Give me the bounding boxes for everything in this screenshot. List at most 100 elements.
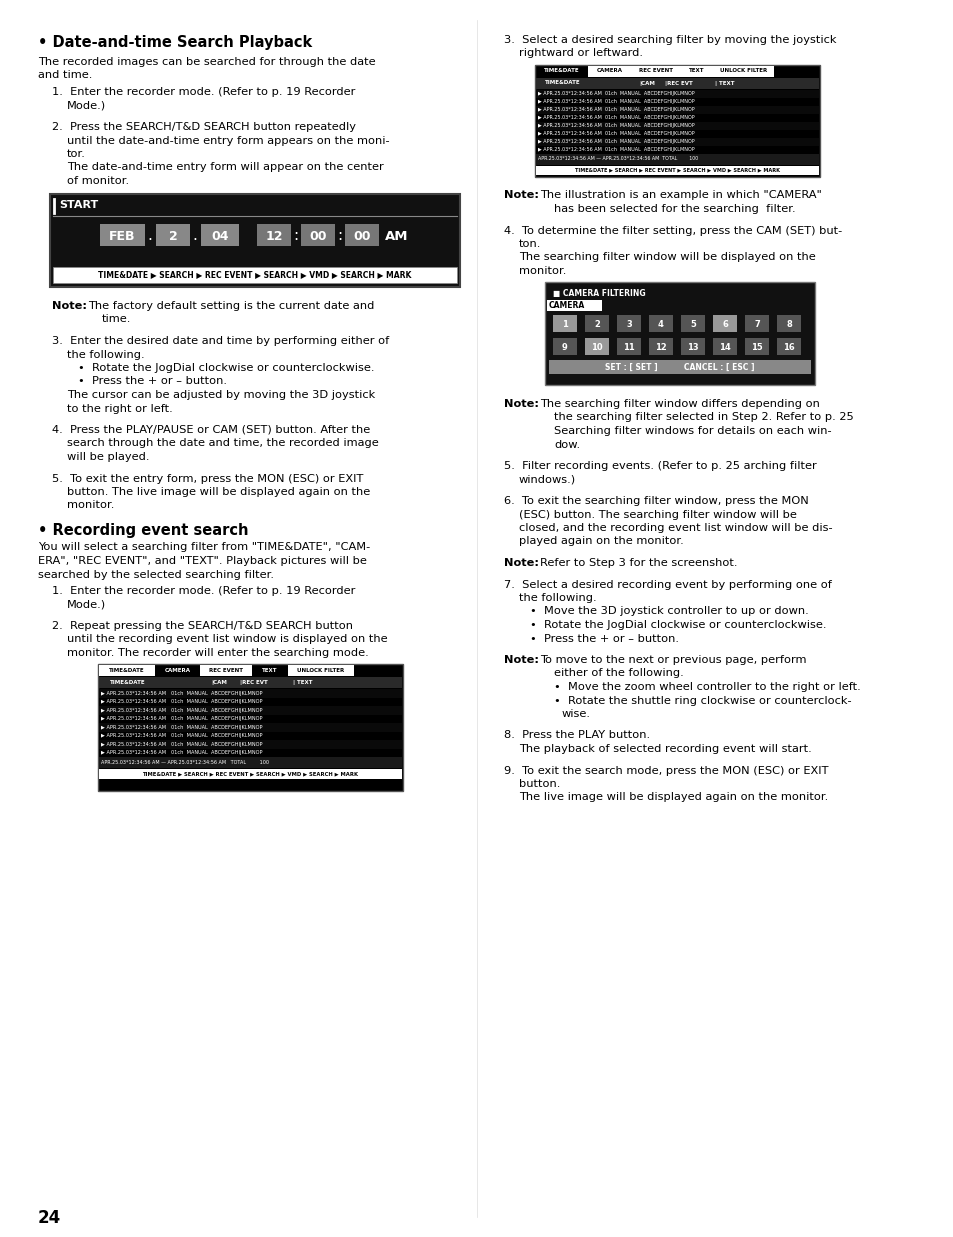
Text: 11: 11 <box>622 343 634 353</box>
Bar <box>712 338 737 355</box>
Text: • Recording event search: • Recording event search <box>38 522 248 538</box>
Text: 04: 04 <box>211 230 229 242</box>
Bar <box>536 98 818 105</box>
Text: Note:: Note: <box>52 301 87 310</box>
Text: Note:: Note: <box>503 656 538 666</box>
Text: tor.: tor. <box>67 148 86 160</box>
Bar <box>776 315 801 332</box>
Bar <box>99 769 401 779</box>
Text: until the date-and-time entry form appears on the moni-: until the date-and-time entry form appea… <box>67 136 389 146</box>
Text: 9.  To exit the search mode, press the MON (ESC) or EXIT: 9. To exit the search mode, press the MO… <box>503 766 827 776</box>
Text: monitor.: monitor. <box>518 266 566 276</box>
Text: APR.25.03*12:34:56 AM — APR.25.03*12:34:56 AM   TOTAL         100: APR.25.03*12:34:56 AM — APR.25.03*12:34:… <box>101 760 269 764</box>
Text: 12: 12 <box>655 343 666 353</box>
Text: has been selected for the searching  filter.: has been selected for the searching filt… <box>554 204 795 214</box>
Text: Searching filter windows for details on each win-: Searching filter windows for details on … <box>554 426 831 435</box>
Text: TIME&DATE: TIME&DATE <box>109 668 145 673</box>
Bar <box>301 224 335 246</box>
Bar <box>99 722 401 731</box>
Bar <box>345 224 378 246</box>
Text: TIME&DATE ▶ SEARCH ▶ REC EVENT ▶ SEARCH ▶ VMD ▶ SEARCH ▶ MARK: TIME&DATE ▶ SEARCH ▶ REC EVENT ▶ SEARCH … <box>575 167 780 172</box>
Text: ▶ APR.25.03*12:34:56 AM   01ch  MANUAL  ABCDEFGHIJKLMNOP: ▶ APR.25.03*12:34:56 AM 01ch MANUAL ABCD… <box>101 690 262 695</box>
Text: •  Rotate the JogDial clockwise or counterclockwise.: • Rotate the JogDial clockwise or counte… <box>78 362 375 374</box>
Text: CAMERA: CAMERA <box>164 668 191 673</box>
Text: FEB: FEB <box>110 230 135 242</box>
Text: START: START <box>59 200 98 210</box>
Text: 1: 1 <box>561 320 567 329</box>
Text: •  Move the zoom wheel controller to the right or left.: • Move the zoom wheel controller to the … <box>554 682 860 691</box>
Text: 6.  To exit the searching filter window, press the MON: 6. To exit the searching filter window, … <box>503 496 808 506</box>
Text: REC EVENT: REC EVENT <box>639 68 672 73</box>
Text: until the recording event list window is displayed on the: until the recording event list window is… <box>67 635 387 644</box>
Text: The factory default setting is the current date and: The factory default setting is the curre… <box>88 301 374 310</box>
Text: •  Press the + or – button.: • Press the + or – button. <box>530 633 679 643</box>
Text: 12: 12 <box>265 230 282 242</box>
Text: 6: 6 <box>721 320 727 329</box>
Bar <box>544 282 814 385</box>
Text: Note:: Note: <box>503 558 538 568</box>
Text: closed, and the recording event list window will be dis-: closed, and the recording event list win… <box>518 523 832 533</box>
Text: will be played.: will be played. <box>67 452 150 461</box>
Text: and time.: and time. <box>38 71 92 80</box>
Bar <box>584 315 608 332</box>
Text: Note:: Note: <box>503 400 538 409</box>
Text: |REC EVT: |REC EVT <box>664 80 692 85</box>
Bar <box>744 338 768 355</box>
Bar <box>679 66 713 77</box>
Bar <box>536 146 818 153</box>
Bar <box>744 315 768 332</box>
Text: dow.: dow. <box>554 439 579 449</box>
Text: 10: 10 <box>591 343 602 353</box>
Text: ERA", "REC EVENT", and "TEXT". Playback pictures will be: ERA", "REC EVENT", and "TEXT". Playback … <box>38 555 367 567</box>
Text: the following.: the following. <box>518 593 596 602</box>
Text: The searching filter window differs depending on: The searching filter window differs depe… <box>539 400 819 409</box>
Bar <box>53 267 456 283</box>
Bar <box>99 689 401 698</box>
Text: 3.  Enter the desired date and time by performing either of: 3. Enter the desired date and time by pe… <box>52 336 389 346</box>
Text: ▶ APR.25.03*12:34:56 AM  01ch  MANUAL  ABCDEFGHIJKLMNOP: ▶ APR.25.03*12:34:56 AM 01ch MANUAL ABCD… <box>537 131 694 136</box>
Text: |CAM: |CAM <box>639 80 654 85</box>
Text: Refer to Step 3 for the screenshot.: Refer to Step 3 for the screenshot. <box>539 558 737 568</box>
Bar <box>156 224 190 246</box>
Text: TIME&DATE: TIME&DATE <box>543 68 579 73</box>
Text: TIME&DATE: TIME&DATE <box>111 680 146 685</box>
Text: SET : [ SET ]          CANCEL : [ ESC ]: SET : [ SET ] CANCEL : [ ESC ] <box>604 362 754 371</box>
Bar <box>99 748 401 757</box>
Bar <box>536 153 818 165</box>
Text: AM: AM <box>385 230 408 242</box>
Text: 13: 13 <box>686 343 699 353</box>
Text: played again on the monitor.: played again on the monitor. <box>518 537 683 547</box>
Text: 5: 5 <box>689 320 695 329</box>
Bar <box>99 757 401 768</box>
Text: ▶ APR.25.03*12:34:56 AM  01ch  MANUAL  ABCDEFGHIJKLMNOP: ▶ APR.25.03*12:34:56 AM 01ch MANUAL ABCD… <box>537 99 694 104</box>
Bar <box>648 315 672 332</box>
Text: The date-and-time entry form will appear on the center: The date-and-time entry form will appear… <box>67 162 383 172</box>
Text: ton.: ton. <box>518 239 540 249</box>
Text: ▶ APR.25.03*12:34:56 AM  01ch  MANUAL  ABCDEFGHIJKLMNOP: ▶ APR.25.03*12:34:56 AM 01ch MANUAL ABCD… <box>537 92 694 96</box>
Text: ▶ APR.25.03*12:34:56 AM  01ch  MANUAL  ABCDEFGHIJKLMNOP: ▶ APR.25.03*12:34:56 AM 01ch MANUAL ABCD… <box>537 115 694 120</box>
Bar <box>713 66 773 77</box>
Text: 9: 9 <box>561 343 567 353</box>
Text: ▶ APR.25.03*12:34:56 AM   01ch  MANUAL  ABCDEFGHIJKLMNOP: ▶ APR.25.03*12:34:56 AM 01ch MANUAL ABCD… <box>101 742 262 747</box>
Text: either of the following.: either of the following. <box>554 668 683 679</box>
Text: CAMERA: CAMERA <box>597 68 622 73</box>
Text: 00: 00 <box>353 230 371 242</box>
Text: 8: 8 <box>785 320 791 329</box>
Text: :: : <box>293 229 297 244</box>
Text: ▶ APR.25.03*12:34:56 AM  01ch  MANUAL  ABCDEFGHIJKLMNOP: ▶ APR.25.03*12:34:56 AM 01ch MANUAL ABCD… <box>537 122 694 127</box>
Text: ▶ APR.25.03*12:34:56 AM   01ch  MANUAL  ABCDEFGHIJKLMNOP: ▶ APR.25.03*12:34:56 AM 01ch MANUAL ABCD… <box>101 725 262 730</box>
Text: time.: time. <box>102 314 132 324</box>
Text: TIME&DATE ▶ SEARCH ▶ REC EVENT ▶ SEARCH ▶ VMD ▶ SEARCH ▶ MARK: TIME&DATE ▶ SEARCH ▶ REC EVENT ▶ SEARCH … <box>142 772 358 777</box>
Text: of monitor.: of monitor. <box>67 176 129 186</box>
Bar <box>536 166 818 174</box>
Bar <box>100 224 145 246</box>
Text: 5.  Filter recording events. (Refer to p. 25 arching filter: 5. Filter recording events. (Refer to p.… <box>503 461 816 471</box>
Text: .: . <box>192 229 196 244</box>
Text: ■ CAMERA FILTERING: ■ CAMERA FILTERING <box>553 289 645 298</box>
Text: 8.  Press the PLAY button.: 8. Press the PLAY button. <box>503 731 649 741</box>
Text: 4.  To determine the filter setting, press the CAM (SET) but-: 4. To determine the filter setting, pres… <box>503 225 841 235</box>
Text: ▶ APR.25.03*12:34:56 AM   01ch  MANUAL  ABCDEFGHIJKLMNOP: ▶ APR.25.03*12:34:56 AM 01ch MANUAL ABCD… <box>101 751 262 756</box>
Text: 5.  To exit the entry form, press the MON (ESC) or EXIT: 5. To exit the entry form, press the MON… <box>52 474 363 484</box>
Bar <box>99 706 401 715</box>
Text: 3: 3 <box>625 320 631 329</box>
